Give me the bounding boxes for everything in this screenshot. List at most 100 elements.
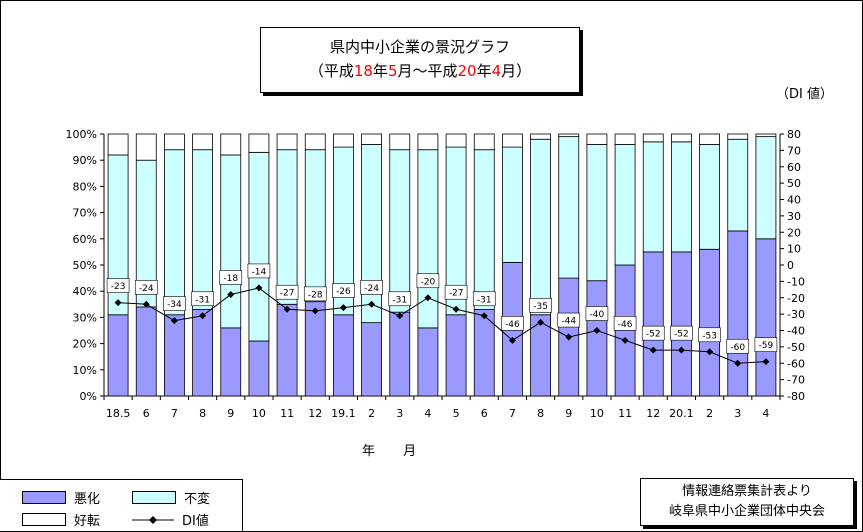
x-tick-label: 4 — [762, 407, 769, 420]
right-tick-label: 80 — [787, 128, 801, 141]
bar-better — [727, 133, 749, 140]
x-tick-label: 9 — [227, 407, 234, 420]
bar-better — [220, 133, 242, 156]
bar-worse — [192, 309, 213, 397]
di-label-box — [698, 327, 721, 343]
x-tick-label: 8 — [199, 407, 206, 420]
x-tick-label: 9 — [565, 407, 572, 420]
di-point — [593, 327, 601, 334]
bar-unchanged — [473, 149, 495, 310]
source-line-1: 情報連絡票集計表より — [682, 484, 812, 499]
right-tick-label: -10 — [787, 275, 805, 288]
di-data-label: -14 — [252, 267, 267, 277]
di-data-label: -53 — [702, 331, 717, 341]
bar-worse — [135, 306, 157, 397]
di-data-label: -52 — [674, 330, 689, 340]
right-tick-label: 0 — [787, 259, 794, 272]
right-tick-label: 40 — [787, 194, 801, 207]
subtitle-part: 年 — [476, 62, 492, 80]
bar-better — [361, 133, 382, 145]
di-point — [677, 346, 685, 354]
di-data-label: -31 — [392, 295, 407, 305]
left-tick-label: 90% — [73, 154, 97, 167]
x-tick-label: 11 — [618, 407, 632, 420]
bar-better — [276, 133, 298, 151]
right-tick-label: -50 — [787, 341, 805, 354]
di-point — [368, 300, 376, 308]
chart-title-box: 県内中小企業の景況グラフ （平成18年5月～平成20年4月） — [260, 27, 580, 93]
left-tick-label: 30% — [73, 311, 97, 324]
bar-better — [417, 133, 439, 151]
right-tick-label: 60 — [787, 161, 801, 174]
right-tick-label: 10 — [787, 243, 801, 256]
bar-worse — [389, 311, 411, 397]
source-box: 情報連絡票集計表より 岐阜県中小企業団体中央会 — [640, 478, 854, 526]
bar-better — [558, 133, 580, 138]
x-tick-label: 10 — [590, 407, 604, 420]
di-data-label: -34 — [167, 300, 182, 310]
bar-unchanged — [530, 138, 551, 316]
left-tick-label: 50% — [73, 259, 97, 272]
subtitle-part: 月～平成 — [397, 62, 458, 80]
di-label-box — [754, 337, 778, 352]
di-data-label: -24 — [364, 284, 379, 294]
legend-label-unchanged: 不変 — [184, 492, 211, 507]
x-tick-label: 11 — [280, 407, 294, 420]
bar-better — [473, 133, 495, 151]
di-data-label: -52 — [646, 330, 661, 340]
bar-better — [502, 133, 523, 148]
di-unit-label: （DI 値） — [776, 87, 833, 102]
bar-unchanged — [304, 149, 326, 303]
legend-item-di: DI値 — [132, 510, 209, 529]
bar-worse — [107, 314, 129, 397]
di-point — [255, 284, 263, 292]
di-point — [565, 333, 573, 341]
legend-label-better: 好転 — [74, 514, 101, 529]
di-data-label: -46 — [618, 320, 633, 330]
bar-worse — [445, 314, 467, 397]
di-label-box — [388, 291, 412, 307]
di-point — [452, 305, 460, 313]
bar-better — [642, 133, 664, 143]
di-data-label: -18 — [223, 274, 238, 284]
bar-better — [755, 133, 777, 138]
di-data-label: -40 — [590, 310, 605, 320]
bar-worse — [248, 340, 270, 397]
left-tick-label: 20% — [73, 338, 97, 351]
bar-unchanged — [192, 149, 213, 310]
di-data-label: -46 — [505, 320, 520, 330]
di-label-box — [303, 286, 327, 302]
di-point — [621, 336, 629, 344]
left-tick-label: 80% — [73, 180, 97, 193]
di-label-box — [275, 284, 299, 300]
bar-better — [164, 133, 185, 151]
di-point — [339, 304, 347, 312]
x-tick-label: 8 — [537, 407, 544, 420]
di-point — [649, 346, 657, 354]
bar-worse — [276, 303, 298, 397]
di-point — [424, 294, 432, 302]
bar-worse — [671, 251, 692, 397]
di-label-box — [106, 278, 130, 293]
di-point — [762, 358, 770, 366]
right-tick-label: 70 — [787, 144, 801, 157]
x-tick-label: 20.1 — [669, 407, 694, 420]
right-tick-label: -70 — [787, 374, 805, 387]
right-tick-label: 50 — [787, 177, 801, 190]
bar-unchanged — [164, 149, 185, 316]
subtitle-part: 月） — [501, 62, 532, 80]
legend-swatch-unchanged — [132, 491, 176, 504]
di-point — [199, 312, 207, 320]
di-data-label: -24 — [139, 284, 154, 294]
bar-better — [671, 133, 692, 143]
di-series-line — [118, 287, 766, 364]
bar-worse — [164, 314, 185, 397]
legend-swatch-better — [22, 513, 66, 526]
right-tick-label: -20 — [787, 292, 805, 305]
subtitle-part: 20 — [457, 62, 477, 80]
di-label-box — [134, 279, 158, 295]
x-tick-label: 2 — [706, 407, 713, 420]
x-tick-label: 7 — [171, 407, 178, 420]
bar-better — [107, 133, 129, 156]
